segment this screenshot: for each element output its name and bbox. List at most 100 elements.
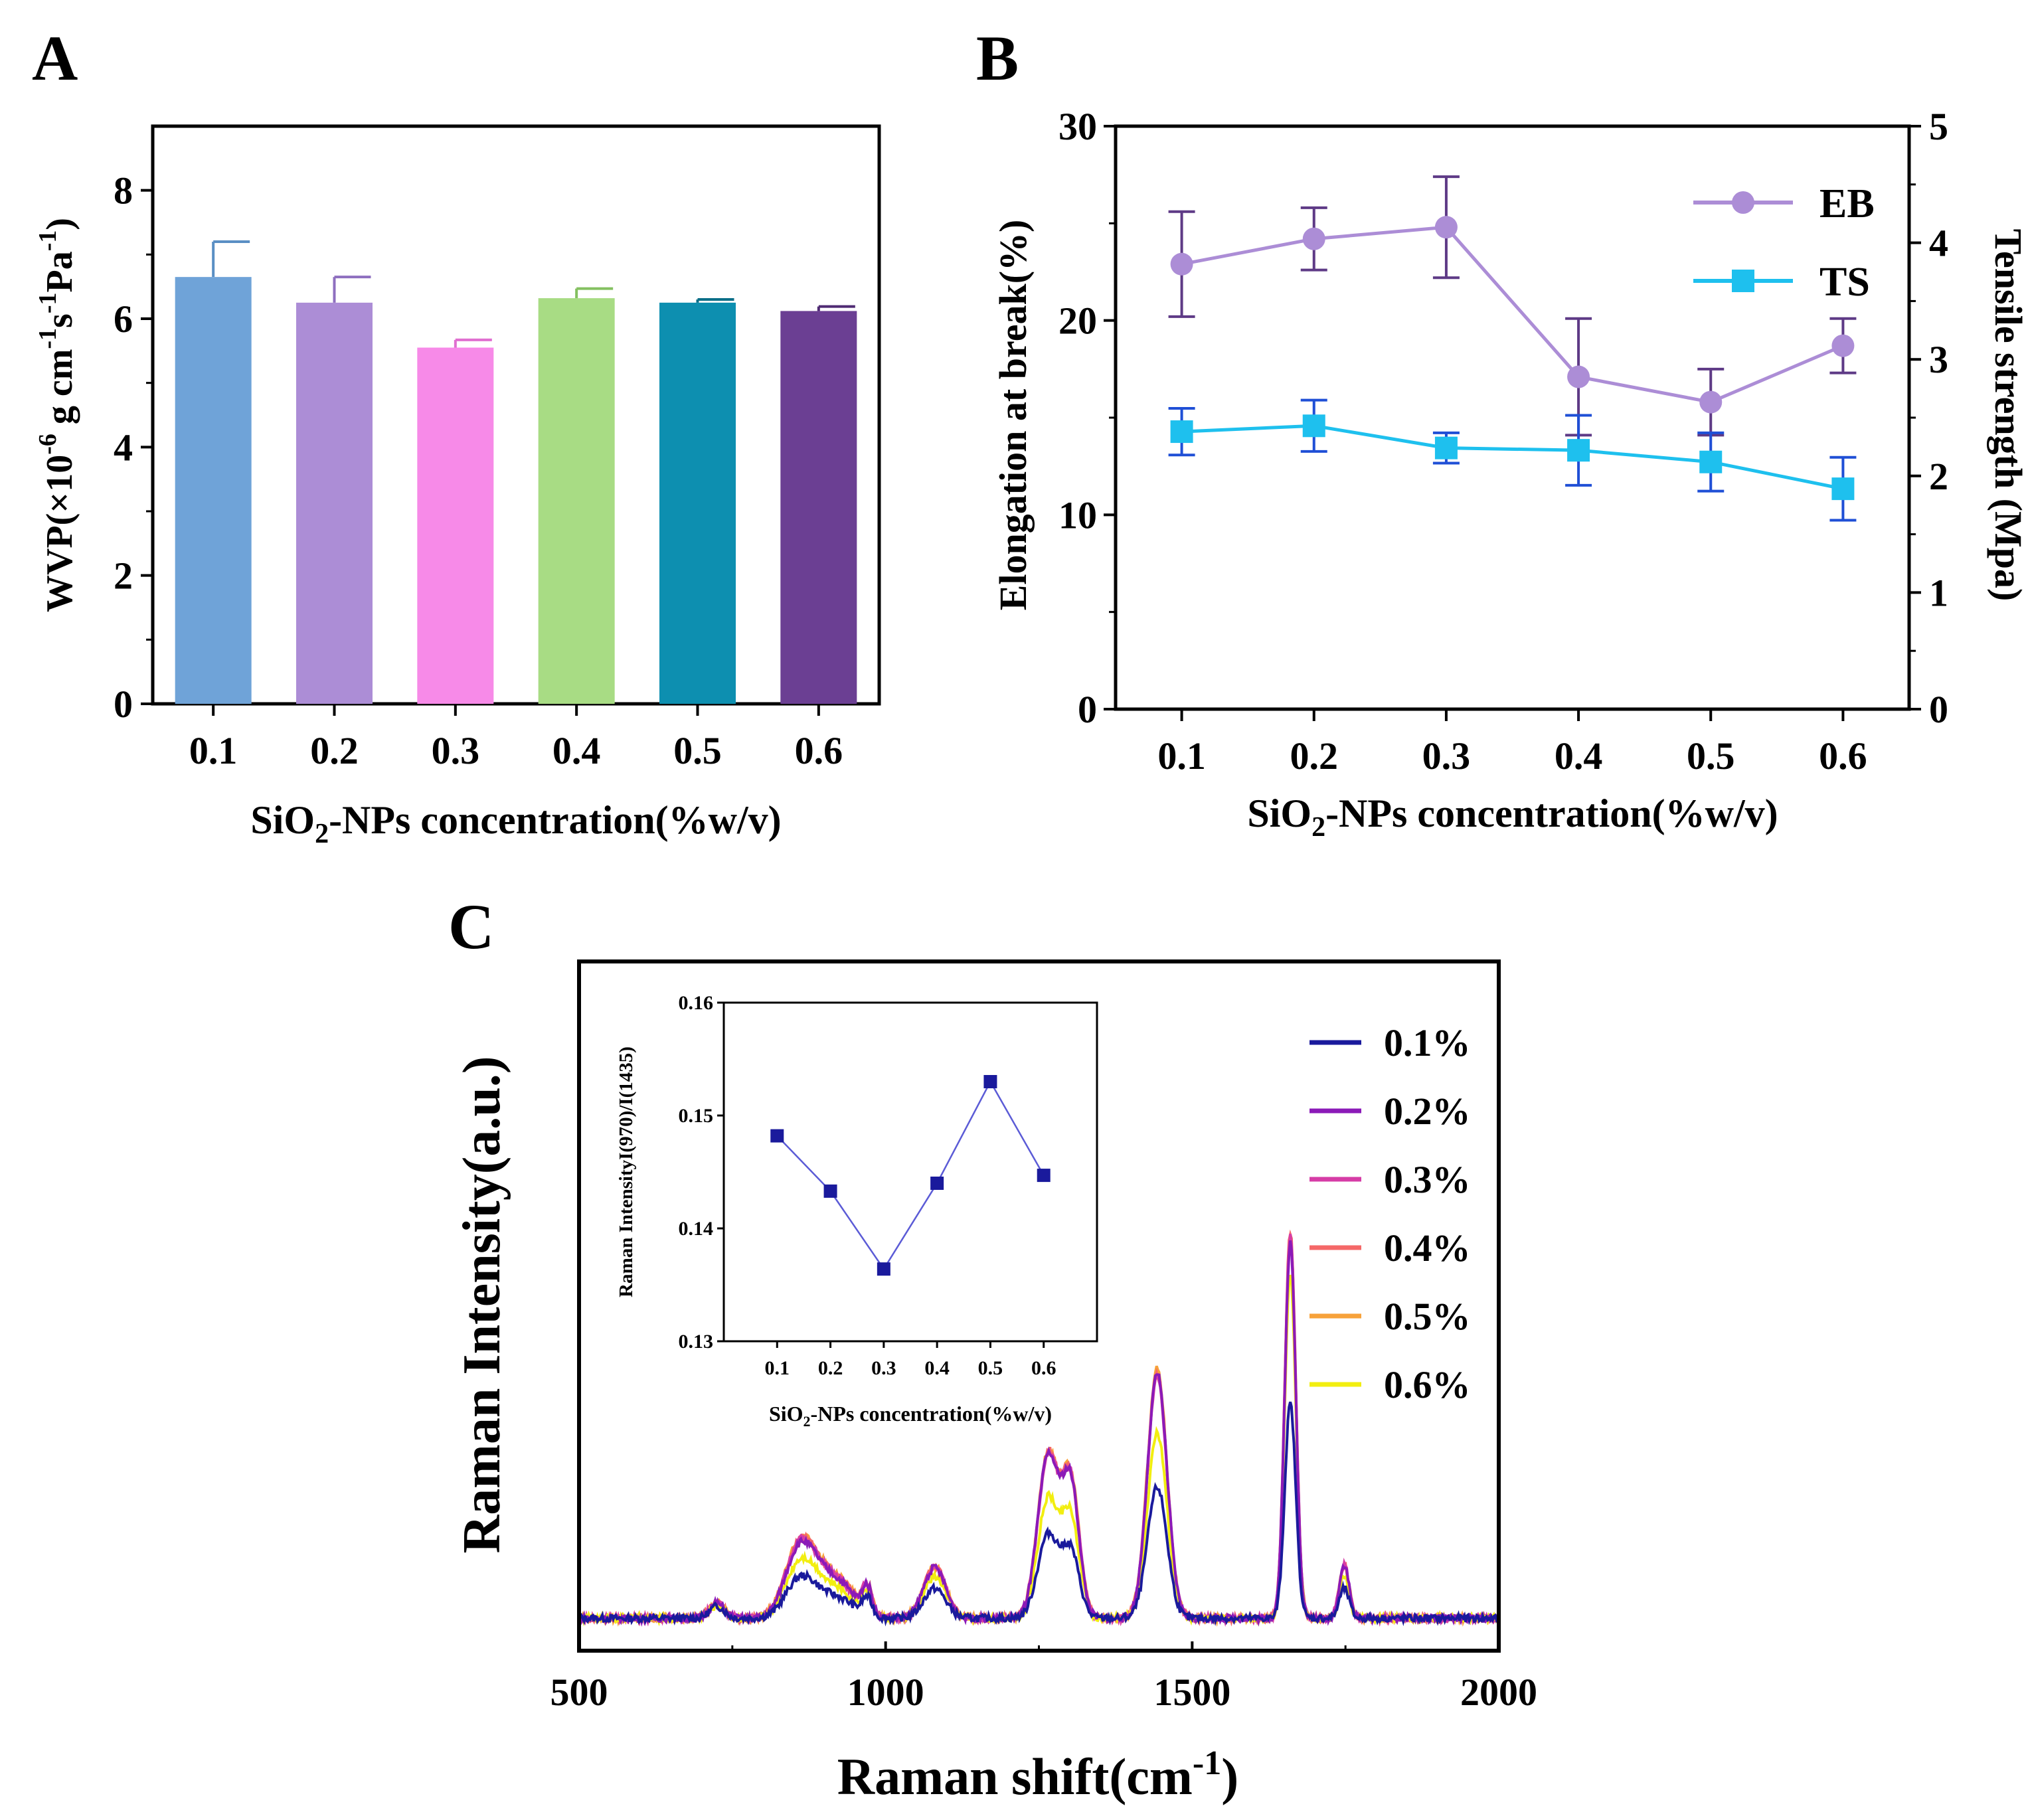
series-line-TS xyxy=(1181,424,1843,491)
y-tick-label: 4 xyxy=(114,426,133,469)
legend-label-0.1%: 0.1% xyxy=(1384,1021,1471,1064)
inset-point-0.6 xyxy=(1037,1169,1051,1183)
point-EB-0.6 xyxy=(1831,334,1855,357)
bar-0.2 xyxy=(296,302,373,704)
legend-marker-EB xyxy=(1732,191,1754,214)
x-tick-label-0.2: 0.2 xyxy=(310,729,359,772)
y-left-tick-label: 10 xyxy=(1058,493,1097,537)
panel-a-chart: 0 2 4 6 8 0.1 0.2 0.3 0.4 0.5 0.6 SiO2-NPs concen… xyxy=(34,124,881,849)
point-EB-0.5 xyxy=(1699,390,1723,414)
point-TS-0.1 xyxy=(1170,420,1193,444)
panel-b-frame xyxy=(1114,124,1911,711)
y-right-tick-label: 0 xyxy=(1929,688,1948,731)
panel-c-xlabel: Raman shift(cm-1) xyxy=(837,1744,1238,1805)
point-TS-0.3 xyxy=(1434,436,1458,459)
panel-c-ylabel: Raman Intensity(a.u.) xyxy=(453,1056,511,1554)
bar-0.1 xyxy=(175,277,252,704)
bar-0.5 xyxy=(659,302,736,704)
point-EB-0.1 xyxy=(1170,252,1193,276)
x-tick-label-0.5: 0.5 xyxy=(1687,734,1735,778)
inset-point-0.4 xyxy=(930,1177,944,1190)
inset-y-tick-label: 0.16 xyxy=(679,992,714,1014)
panel-a-xlabel: SiO2-NPs concentration(%w/v) xyxy=(250,798,781,849)
point-TS-0.4 xyxy=(1567,439,1590,462)
x-tick-label-0.5: 0.5 xyxy=(673,729,722,772)
point-TS-0.6 xyxy=(1831,477,1855,501)
panel-c-label: C xyxy=(448,891,494,962)
point-EB-0.4 xyxy=(1567,365,1590,388)
inset-point-0.1 xyxy=(770,1129,784,1143)
inset-point-0.2 xyxy=(823,1184,837,1198)
x-tick-label-0.4: 0.4 xyxy=(1555,734,1603,778)
legend-label-0.4%: 0.4% xyxy=(1384,1226,1471,1270)
inset-x-tick-label: 0.1 xyxy=(765,1357,790,1379)
x-tick-label-0.6: 0.6 xyxy=(1819,734,1867,778)
y-tick-label: 0 xyxy=(114,683,133,726)
bar-0.3 xyxy=(417,347,494,704)
legend-label-0.2%: 0.2% xyxy=(1384,1090,1471,1133)
legend-label-0.6%: 0.6% xyxy=(1384,1363,1471,1406)
x-tick-label: 2000 xyxy=(1460,1671,1537,1714)
y-tick-label: 2 xyxy=(114,554,133,598)
bar-0.6 xyxy=(780,311,857,704)
x-tick-label-0.1: 0.1 xyxy=(189,729,238,772)
x-tick-label-0.3: 0.3 xyxy=(432,729,480,772)
x-tick-label-0.6: 0.6 xyxy=(795,729,843,772)
inset-chart: 0.1 0.2 0.3 0.4 0.5 0.6 0.13 0.14 0.15 0.16 SiO2-… xyxy=(616,992,1098,1430)
inset-xlabel: SiO2-NPs concentration(%w/v) xyxy=(769,1402,1052,1430)
y-right-tick-label: 4 xyxy=(1929,222,1948,265)
x-tick-label-0.3: 0.3 xyxy=(1422,734,1471,778)
x-tick-label: 1500 xyxy=(1153,1671,1230,1714)
x-tick-label: 1000 xyxy=(847,1671,924,1714)
y-tick-label: 6 xyxy=(114,297,133,341)
inset-x-tick-label: 0.2 xyxy=(818,1357,843,1379)
legend-marker-TS xyxy=(1732,270,1754,292)
legend-label-TS: TS xyxy=(1819,260,1870,305)
point-EB-0.2 xyxy=(1302,227,1325,250)
y-tick-label: 8 xyxy=(114,169,133,212)
panel-b-ylabel-right: Tensile strength (Mpa) xyxy=(1987,229,2026,602)
legend-label-0.5%: 0.5% xyxy=(1384,1295,1471,1338)
point-TS-0.5 xyxy=(1699,450,1723,473)
panel-b-label: B xyxy=(976,23,1019,94)
inset-y-tick-label: 0.14 xyxy=(679,1218,714,1240)
panel-b-ylabel-left: Elongation at break(%) xyxy=(991,220,1035,611)
legend-label-EB: EB xyxy=(1819,181,1875,226)
panel-b-xlabel: SiO2-NPs concentration(%w/v) xyxy=(1247,791,1778,843)
inset-point-0.5 xyxy=(983,1075,997,1088)
y-right-tick-label: 1 xyxy=(1929,571,1948,614)
panel-c-chart: 500 1000 1500 2000 0.1% 0.2% 0.3% 0.4% 0.5% 0.6%… xyxy=(453,959,1537,1805)
point-EB-0.3 xyxy=(1434,216,1458,239)
inset-point-0.3 xyxy=(877,1262,890,1276)
y-right-tick-label: 2 xyxy=(1929,455,1948,498)
bar-0.4 xyxy=(538,298,615,704)
x-tick-label-0.4: 0.4 xyxy=(552,729,601,772)
spectrum-0.1% xyxy=(578,1401,1500,1627)
inset-y-tick-label: 0.15 xyxy=(679,1105,714,1127)
y-right-tick-label: 3 xyxy=(1929,338,1948,381)
y-left-tick-label: 20 xyxy=(1058,299,1097,343)
series-line-EB xyxy=(1181,225,1844,404)
inset-x-tick-label: 0.5 xyxy=(978,1357,1003,1379)
x-tick-label-0.1: 0.1 xyxy=(1157,734,1206,778)
inset-ylabel: Raman IntensityI(970)/I(1435) xyxy=(616,1046,637,1297)
point-TS-0.2 xyxy=(1302,414,1325,438)
inset-line xyxy=(776,1080,1045,1271)
panel-a-frame xyxy=(151,124,881,706)
inset-y-tick-label: 0.13 xyxy=(679,1331,714,1353)
panel-a-ylabel: WVP(×10-6 g cm-1s-1Pa-1) xyxy=(34,218,80,612)
panel-b-chart: 0.1 0.2 0.3 0.4 0.5 0.6 0 10 20 30 0 1 2 3 4 5 EB TS SiO… xyxy=(991,105,2026,843)
x-tick-label: 500 xyxy=(550,1671,608,1714)
inset-x-tick-label: 0.6 xyxy=(1031,1357,1056,1379)
spectrum-0.2% xyxy=(578,1240,1500,1627)
panel-a-label: A xyxy=(32,23,78,94)
legend-label-0.3%: 0.3% xyxy=(1384,1158,1471,1201)
y-right-tick-label: 5 xyxy=(1929,105,1948,148)
y-left-tick-label: 30 xyxy=(1058,105,1097,148)
inset-frame xyxy=(722,1001,1098,1343)
x-tick-label-0.2: 0.2 xyxy=(1290,734,1339,778)
y-left-tick-label: 0 xyxy=(1078,688,1097,731)
inset-x-tick-label: 0.3 xyxy=(871,1357,896,1379)
inset-x-tick-label: 0.4 xyxy=(924,1357,950,1379)
